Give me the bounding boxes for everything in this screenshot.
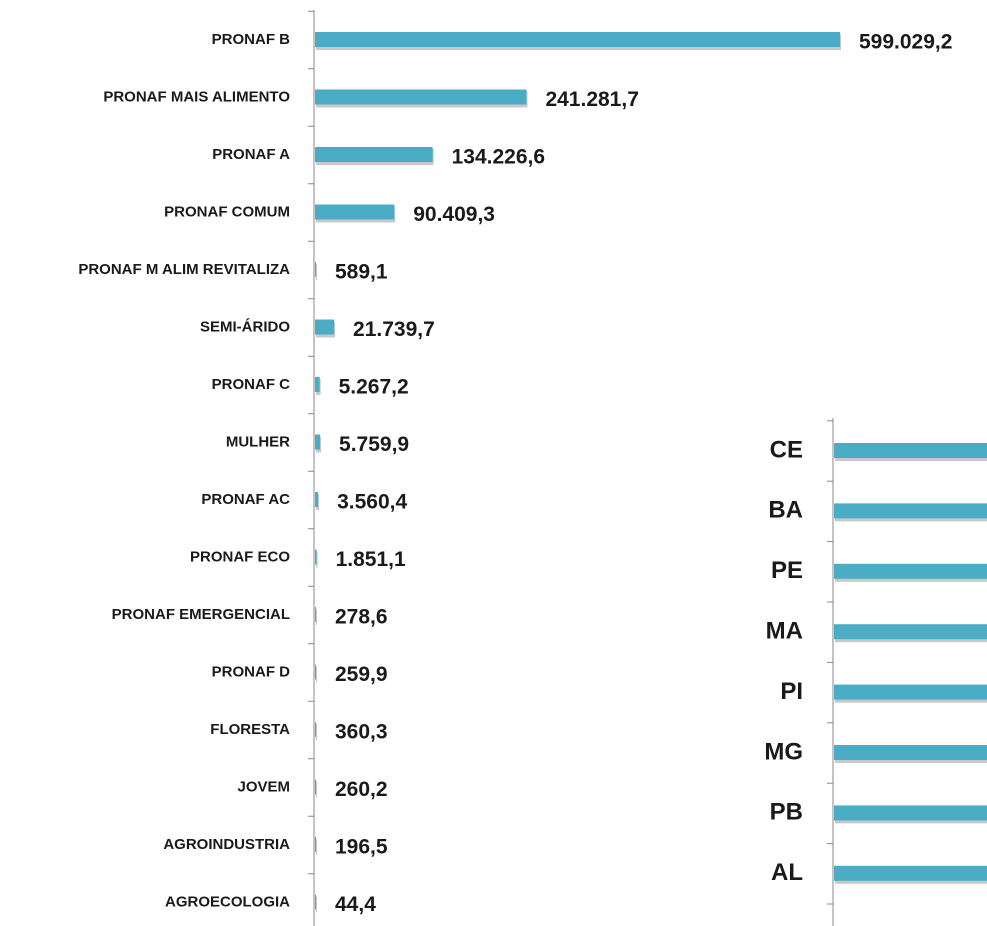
value-label: 5.267,2 bbox=[339, 376, 409, 399]
value-label: 134.226,6 bbox=[452, 146, 545, 169]
category-label: PRONAF EMERGENCIAL bbox=[112, 606, 290, 623]
category-label: PRONAF M ALIM REVITALIZA bbox=[78, 261, 290, 278]
bar bbox=[315, 894, 316, 910]
value-label: 196,5 bbox=[335, 836, 388, 859]
bar-shadow bbox=[316, 839, 317, 855]
value-label: 241.281,7 bbox=[545, 88, 638, 111]
bar bbox=[834, 684, 987, 700]
category-label: MULHER bbox=[226, 433, 290, 450]
bar-shadow bbox=[316, 264, 317, 280]
category-label: MG bbox=[764, 738, 803, 765]
value-label: 260,2 bbox=[335, 778, 388, 801]
bar bbox=[315, 779, 316, 795]
category-label: SEMI-ÁRIDO bbox=[200, 318, 290, 335]
value-label: 21.739,7 bbox=[353, 318, 435, 341]
bar bbox=[315, 549, 317, 565]
category-label: CE bbox=[770, 436, 803, 463]
category-label: PRONAF C bbox=[212, 376, 291, 393]
bar bbox=[834, 624, 987, 640]
category-label: PRONAF A bbox=[212, 146, 290, 163]
value-label: 90.409,3 bbox=[413, 203, 495, 226]
category-label: AGROECOLOGIA bbox=[165, 893, 290, 910]
bar bbox=[315, 722, 316, 737]
bar-shadow bbox=[316, 609, 317, 625]
value-label: 278,6 bbox=[335, 606, 388, 629]
value-label: 44,4 bbox=[335, 893, 376, 916]
bar bbox=[834, 745, 987, 760]
value-label: 360,3 bbox=[335, 721, 388, 744]
bar-shadow bbox=[316, 781, 317, 798]
bar bbox=[315, 837, 316, 852]
category-label: BA bbox=[768, 497, 803, 524]
value-label: 5.759,9 bbox=[339, 433, 409, 456]
value-label: 259,9 bbox=[335, 663, 388, 686]
category-label: PRONAF ECO bbox=[190, 548, 290, 565]
bar bbox=[834, 443, 987, 458]
bar bbox=[315, 319, 335, 335]
bar bbox=[315, 147, 433, 162]
bar bbox=[834, 563, 987, 579]
category-label: PRONAF AC bbox=[201, 491, 290, 508]
bar-shadow bbox=[316, 896, 317, 913]
category-label: FLORESTA bbox=[210, 721, 290, 738]
category-label: AL bbox=[771, 859, 803, 886]
category-label: MA bbox=[766, 618, 803, 645]
category-label: PE bbox=[771, 557, 803, 584]
bar bbox=[315, 492, 319, 507]
bar bbox=[315, 664, 316, 680]
value-label: 599.029,2 bbox=[859, 31, 952, 54]
bar bbox=[315, 434, 321, 450]
category-label: PI bbox=[780, 678, 803, 705]
category-label: PRONAF D bbox=[212, 663, 291, 680]
bar bbox=[834, 865, 987, 881]
category-label: PRONAF MAIS ALIMENTO bbox=[103, 88, 290, 105]
bar bbox=[315, 32, 840, 47]
category-label: PRONAF B bbox=[212, 31, 291, 48]
category-label: PRONAF COMUM bbox=[164, 203, 290, 220]
bar bbox=[315, 89, 527, 105]
bar bbox=[315, 377, 320, 392]
bar bbox=[834, 503, 987, 519]
value-label: 3.560,4 bbox=[337, 491, 407, 514]
bar bbox=[315, 262, 316, 277]
bar-shadow bbox=[316, 551, 318, 568]
category-label: JOVEM bbox=[237, 778, 290, 795]
bar bbox=[834, 805, 987, 821]
bar-shadow bbox=[316, 666, 317, 683]
bar bbox=[315, 204, 395, 220]
category-label: PB bbox=[770, 799, 803, 826]
value-label: 589,1 bbox=[335, 261, 388, 284]
category-label: AGROINDUSTRIA bbox=[163, 836, 290, 853]
bar bbox=[315, 607, 316, 622]
bar-shadow bbox=[316, 724, 317, 740]
value-label: 1.851,1 bbox=[336, 548, 406, 571]
